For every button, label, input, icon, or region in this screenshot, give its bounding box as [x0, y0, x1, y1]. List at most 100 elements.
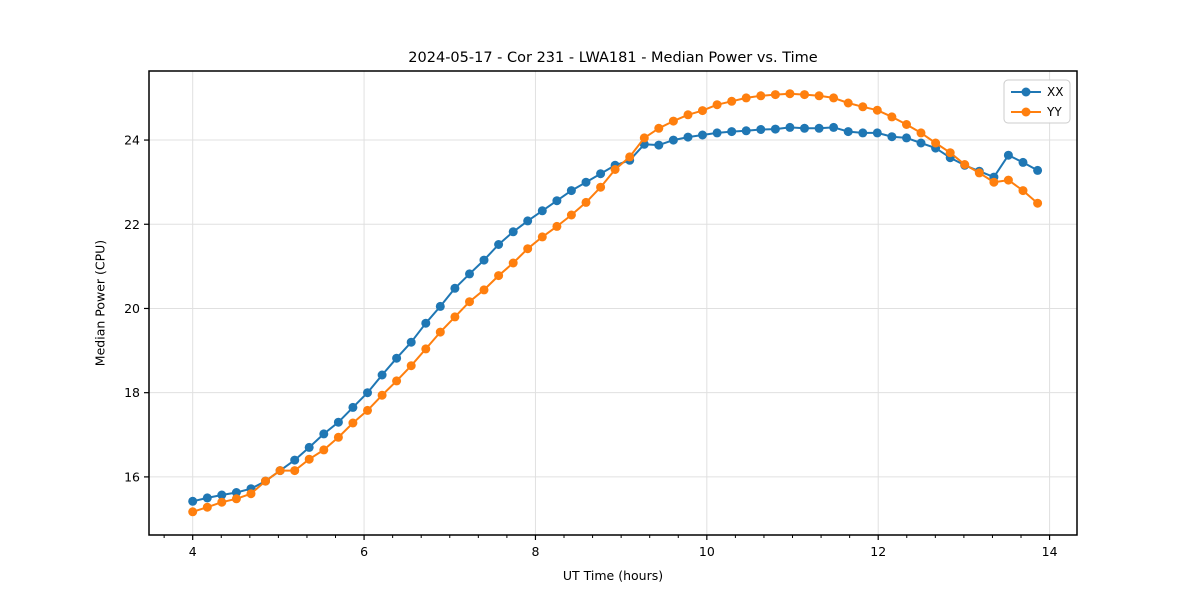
data-point-YY	[421, 344, 431, 354]
data-point-YY	[668, 116, 678, 126]
x-axis-label: UT Time (hours)	[562, 568, 664, 583]
data-point-YY	[450, 312, 460, 322]
legend-label-YY: YY	[1046, 105, 1062, 119]
legend-marker-YY	[1021, 107, 1031, 117]
data-point-YY	[727, 96, 737, 106]
legend-label-XX: XX	[1047, 85, 1063, 99]
y-tick-label: 16	[124, 469, 140, 484]
data-point-XX	[231, 488, 241, 497]
data-point-YY	[974, 168, 984, 178]
data-point-XX	[348, 402, 358, 412]
legend-marker-XX	[1021, 87, 1031, 97]
data-point-XX	[741, 126, 751, 136]
data-point-XX	[668, 135, 678, 145]
data-point-XX	[377, 370, 387, 380]
data-point-XX	[479, 255, 489, 265]
data-point-YY	[945, 148, 955, 158]
data-point-YY	[1033, 198, 1043, 208]
data-point-XX	[202, 493, 212, 503]
data-point-XX	[698, 130, 707, 140]
data-point-XX	[421, 318, 431, 328]
data-point-XX	[581, 177, 591, 187]
data-point-YY	[435, 327, 445, 337]
data-point-YY	[872, 105, 882, 115]
data-point-YY	[465, 297, 474, 307]
data-point-YY	[843, 98, 853, 108]
data-point-XX	[566, 186, 576, 196]
data-point-YY	[1003, 175, 1013, 185]
data-point-XX	[508, 227, 518, 237]
y-tick-label: 20	[124, 301, 140, 316]
data-point-YY	[188, 507, 198, 517]
data-point-YY	[625, 152, 635, 162]
data-point-XX	[552, 196, 562, 206]
data-point-YY	[887, 112, 897, 122]
x-tick-label: 6	[360, 544, 368, 559]
data-point-XX	[333, 417, 343, 427]
data-point-XX	[290, 455, 300, 465]
data-point-YY	[319, 445, 329, 455]
data-point-YY	[654, 123, 664, 133]
data-point-YY	[712, 100, 722, 110]
data-point-YY	[479, 285, 489, 295]
data-point-YY	[348, 418, 358, 428]
data-point-XX	[465, 269, 474, 279]
data-point-XX	[188, 496, 198, 506]
data-point-XX	[829, 122, 839, 132]
data-point-YY	[304, 454, 314, 464]
data-point-YY	[231, 494, 241, 504]
data-point-XX	[435, 301, 445, 311]
data-point-XX	[814, 123, 824, 133]
data-point-YY	[829, 93, 839, 103]
x-tick-label: 12	[870, 544, 886, 559]
data-point-XX	[392, 353, 402, 363]
data-point-YY	[537, 232, 547, 242]
data-point-XX	[450, 283, 460, 293]
data-point-XX	[1003, 150, 1013, 160]
chart-title: 2024-05-17 - Cor 231 - LWA181 - Median P…	[408, 50, 818, 66]
data-point-XX	[785, 122, 795, 132]
data-point-YY	[639, 133, 649, 143]
data-point-YY	[290, 466, 300, 476]
data-point-YY	[406, 361, 416, 371]
data-point-XX	[727, 127, 737, 137]
data-point-YY	[261, 476, 270, 486]
data-point-YY	[363, 405, 372, 415]
data-point-YY	[741, 93, 751, 103]
data-point-YY	[566, 210, 576, 220]
y-tick-label: 24	[124, 133, 140, 148]
data-point-YY	[275, 466, 285, 476]
data-point-YY	[800, 90, 809, 100]
data-point-XX	[843, 127, 853, 137]
data-point-XX	[887, 132, 897, 142]
data-point-YY	[814, 91, 824, 101]
data-point-XX	[596, 169, 606, 179]
data-point-XX	[683, 132, 693, 142]
data-point-XX	[319, 429, 329, 439]
data-point-XX	[800, 123, 809, 133]
data-point-XX	[523, 216, 533, 226]
data-point-YY	[523, 244, 533, 254]
data-point-XX	[654, 140, 664, 150]
data-point-YY	[756, 91, 766, 101]
x-tick-label: 4	[189, 544, 197, 559]
data-point-YY	[698, 106, 707, 116]
y-tick-label: 22	[124, 217, 140, 232]
data-point-YY	[508, 258, 518, 268]
data-point-YY	[494, 271, 504, 281]
data-point-XX	[537, 206, 547, 216]
data-point-XX	[916, 138, 926, 148]
x-tick-label: 10	[699, 544, 715, 559]
series-line-XX	[191, 126, 1039, 503]
data-point-XX	[217, 490, 227, 500]
data-point-XX	[304, 442, 314, 452]
data-point-YY	[785, 89, 795, 99]
data-point-YY	[989, 177, 999, 187]
x-tick-label: 8	[531, 544, 539, 559]
data-point-YY	[377, 390, 387, 400]
data-point-YY	[916, 128, 926, 138]
data-point-YY	[960, 160, 970, 169]
data-point-XX	[872, 128, 882, 138]
